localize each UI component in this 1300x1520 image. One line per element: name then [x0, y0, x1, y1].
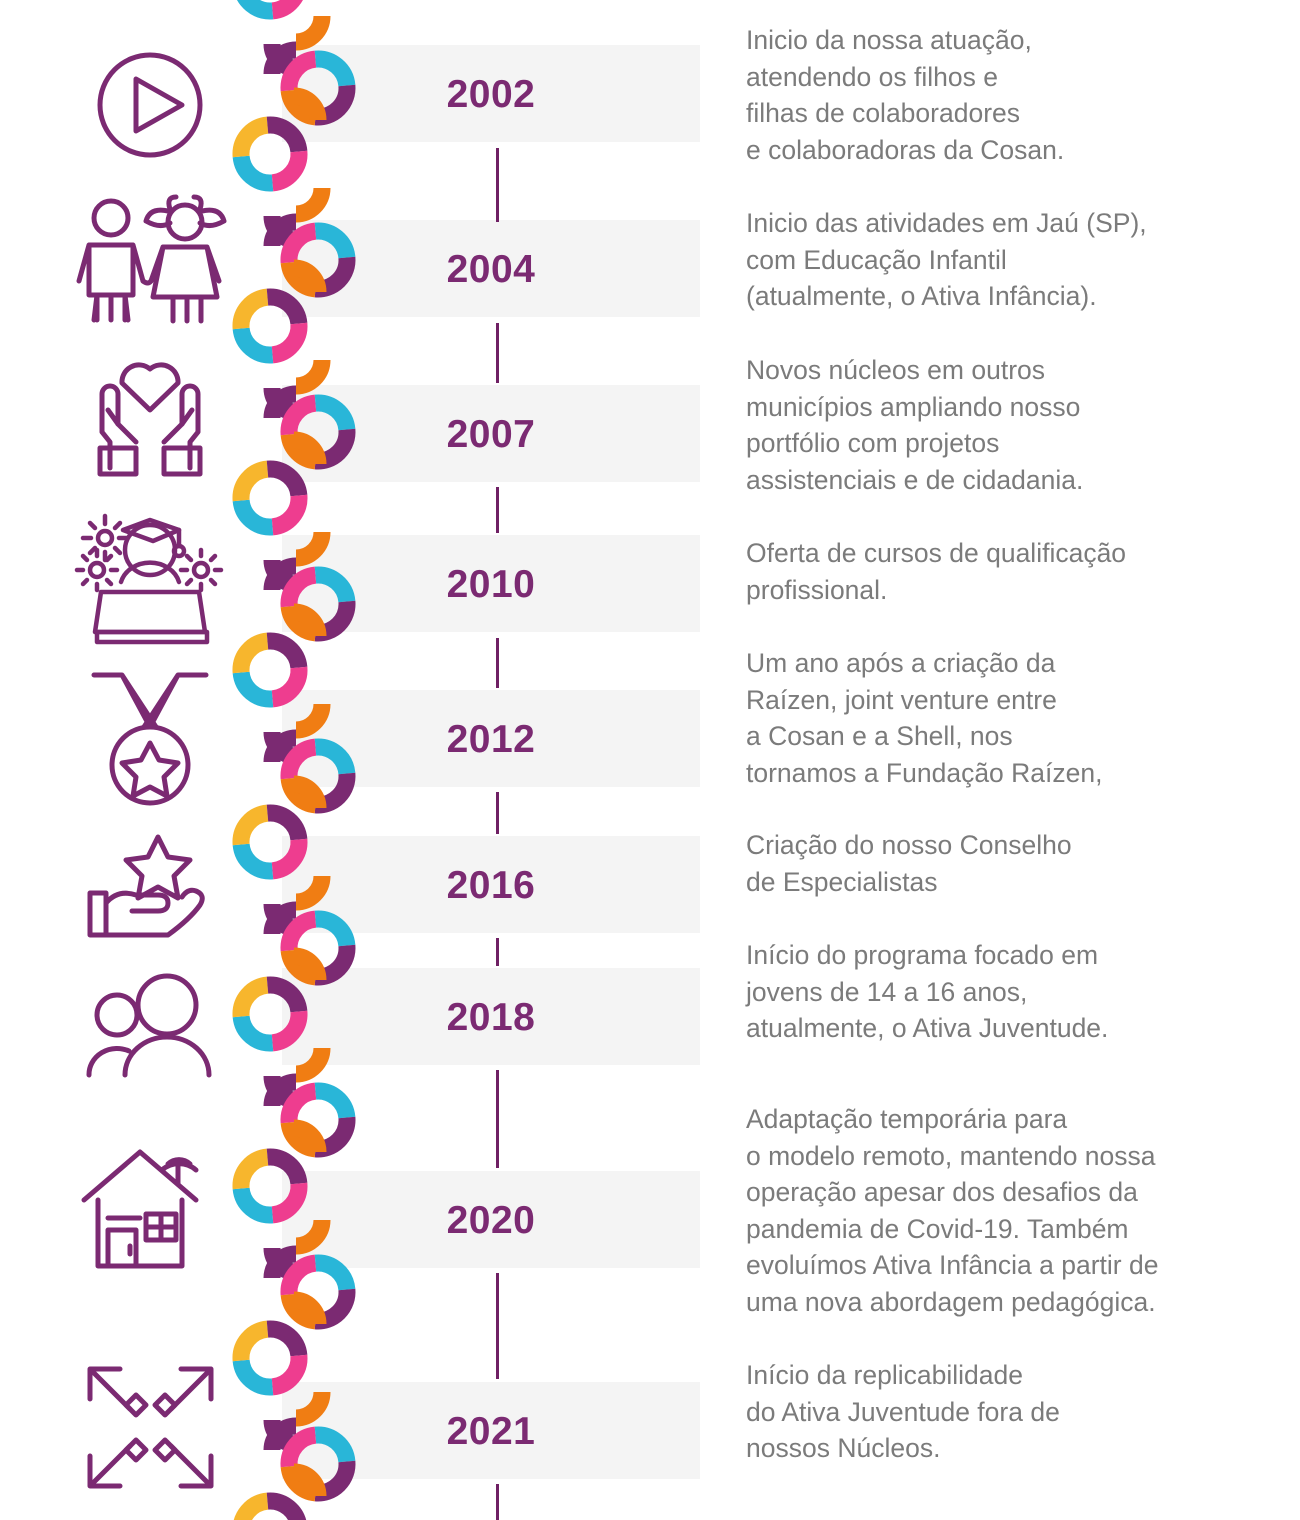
icon-column: [0, 0, 240, 1520]
description-2010: Oferta de cursos de qualificação profiss…: [746, 538, 1127, 605]
description-column: Inicio da nossa atuação, atendendo os fi…: [746, 0, 1266, 1520]
timeline-icon-2002: [60, 30, 240, 180]
description-2018: Início do programa focado em jovens de 1…: [746, 940, 1109, 1043]
timeline-icon-2010: [60, 500, 240, 655]
year-label-2010: 2010: [446, 563, 536, 606]
timeline-tick: [496, 1273, 499, 1379]
description-2016: Criação do nosso Conselho de Especialist…: [746, 830, 1072, 897]
description-2002: Inicio da nossa atuação, atendendo os fi…: [746, 25, 1065, 165]
timeline-icon-2018: [60, 965, 240, 1085]
year-label-2021: 2021: [446, 1410, 536, 1453]
timeline-icon-2016: [60, 825, 240, 955]
timeline-icon-2007: [60, 345, 240, 485]
timeline-tick: [496, 487, 499, 533]
year-label-2016: 2016: [446, 864, 536, 907]
description-2004: Inicio das atividades em Jaú (SP), com E…: [746, 208, 1147, 311]
year-label-2007: 2007: [446, 413, 536, 456]
year-label-2012: 2012: [446, 718, 536, 761]
timeline-tick: [496, 1484, 499, 1520]
description-2020: Adaptação temporária para o modelo remot…: [746, 1104, 1159, 1317]
year-bar-2020: [282, 1171, 700, 1268]
year-label-2018: 2018: [446, 996, 536, 1039]
description-2021: Início da replicabilidade do Ativa Juven…: [746, 1360, 1060, 1463]
year-label-2004: 2004: [446, 248, 536, 291]
timeline-tick: [496, 638, 499, 688]
timeline-icon-2012: [60, 660, 240, 815]
description-2007: Novos núcleos em outros municípios ampli…: [746, 355, 1084, 495]
timeline-tick: [496, 148, 499, 222]
year-label-2002: 2002: [446, 73, 536, 116]
timeline-tick: [496, 323, 499, 383]
timeline-tick: [496, 938, 499, 966]
year-label-2020: 2020: [446, 1199, 536, 1242]
timeline-icon-2020: [60, 1130, 240, 1285]
description-2012: Um ano após a criação da Raízen, joint v…: [746, 648, 1103, 788]
timeline-icon-2004: [60, 185, 240, 335]
timeline-tick: [496, 1070, 499, 1168]
timeline-icon-2021: [60, 1350, 240, 1505]
timeline-tick: [496, 792, 499, 834]
